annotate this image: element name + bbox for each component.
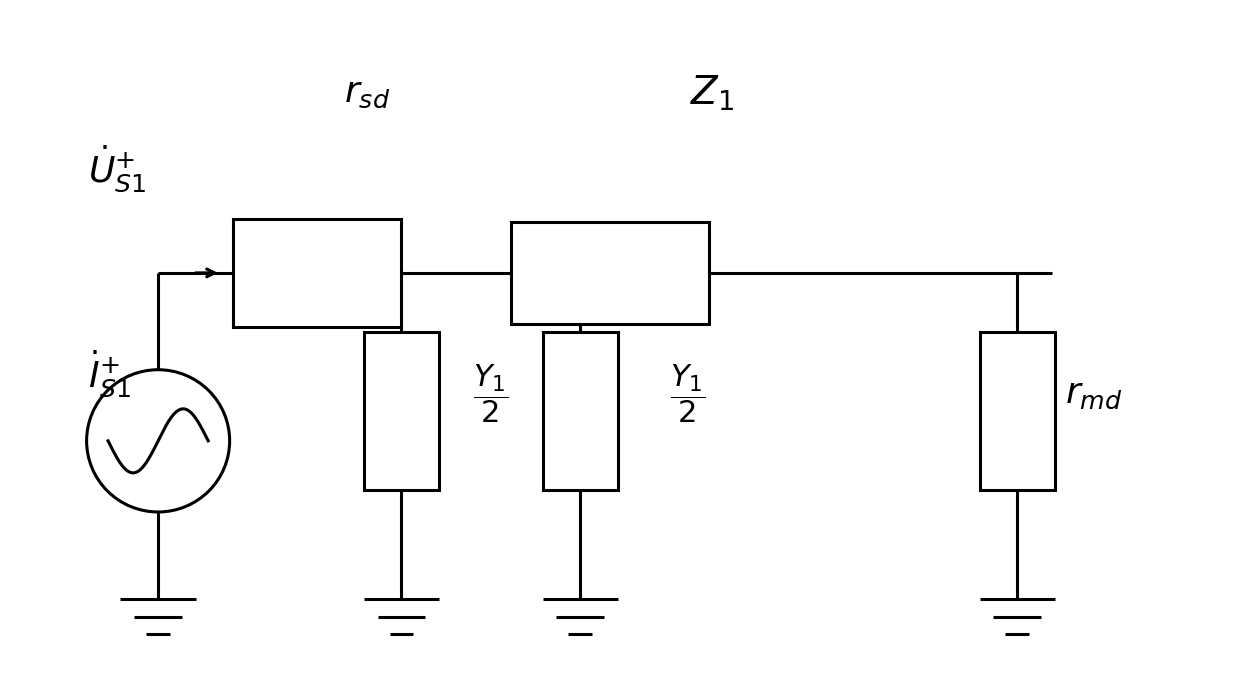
Bar (543, 332, 618, 490)
Text: $Z_1$: $Z_1$ (691, 73, 734, 113)
Text: $r_{md}$: $r_{md}$ (1065, 377, 1123, 411)
Text: $\dfrac{Y_1}{2}$: $\dfrac{Y_1}{2}$ (670, 363, 706, 425)
Text: $\dfrac{Y_1}{2}$: $\dfrac{Y_1}{2}$ (474, 363, 508, 425)
Text: $\dot{U}_{S1}^{+}$: $\dot{U}_{S1}^{+}$ (88, 143, 146, 194)
Bar (511, 221, 709, 325)
Bar (980, 332, 1054, 490)
Text: $r_{sd}$: $r_{sd}$ (345, 76, 391, 110)
Bar (365, 332, 439, 490)
Text: $\dot{I}_{S1}^{+}$: $\dot{I}_{S1}^{+}$ (88, 348, 130, 399)
Bar (233, 219, 402, 327)
